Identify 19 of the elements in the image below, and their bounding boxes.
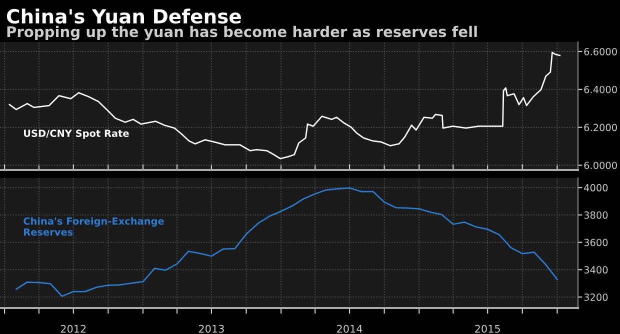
x-tick-label: 2014	[337, 324, 362, 333]
y-tick-label: 6.2000	[584, 124, 617, 132]
y-tick-label: 6.4000	[584, 86, 617, 94]
line-series	[16, 187, 558, 297]
x-tick-label: 2012	[60, 324, 86, 333]
y-tick-label: 6.0000	[584, 162, 617, 170]
text: China's Foreign-Exchange Reserves	[24, 217, 164, 236]
y-tick-label: 3800	[584, 211, 608, 219]
series-label: USD/CNY Spot Rate	[24, 130, 129, 139]
y-tick-label: 3400	[584, 266, 608, 274]
x-tick-label: 2013	[198, 324, 224, 333]
y-tick-label: 4000	[584, 184, 608, 192]
y-tick-label: 3600	[584, 238, 608, 246]
chart-subtitle: Propping up the yuan has become harder as reserves fell	[7, 26, 477, 40]
chart-title: China's Yuan Defense	[6, 8, 241, 24]
line-series	[8, 52, 561, 160]
y-tick-label: 6.6000	[584, 48, 617, 56]
y-tick-label: 3200	[584, 294, 608, 301]
x-tick-label: 2015	[475, 324, 500, 333]
